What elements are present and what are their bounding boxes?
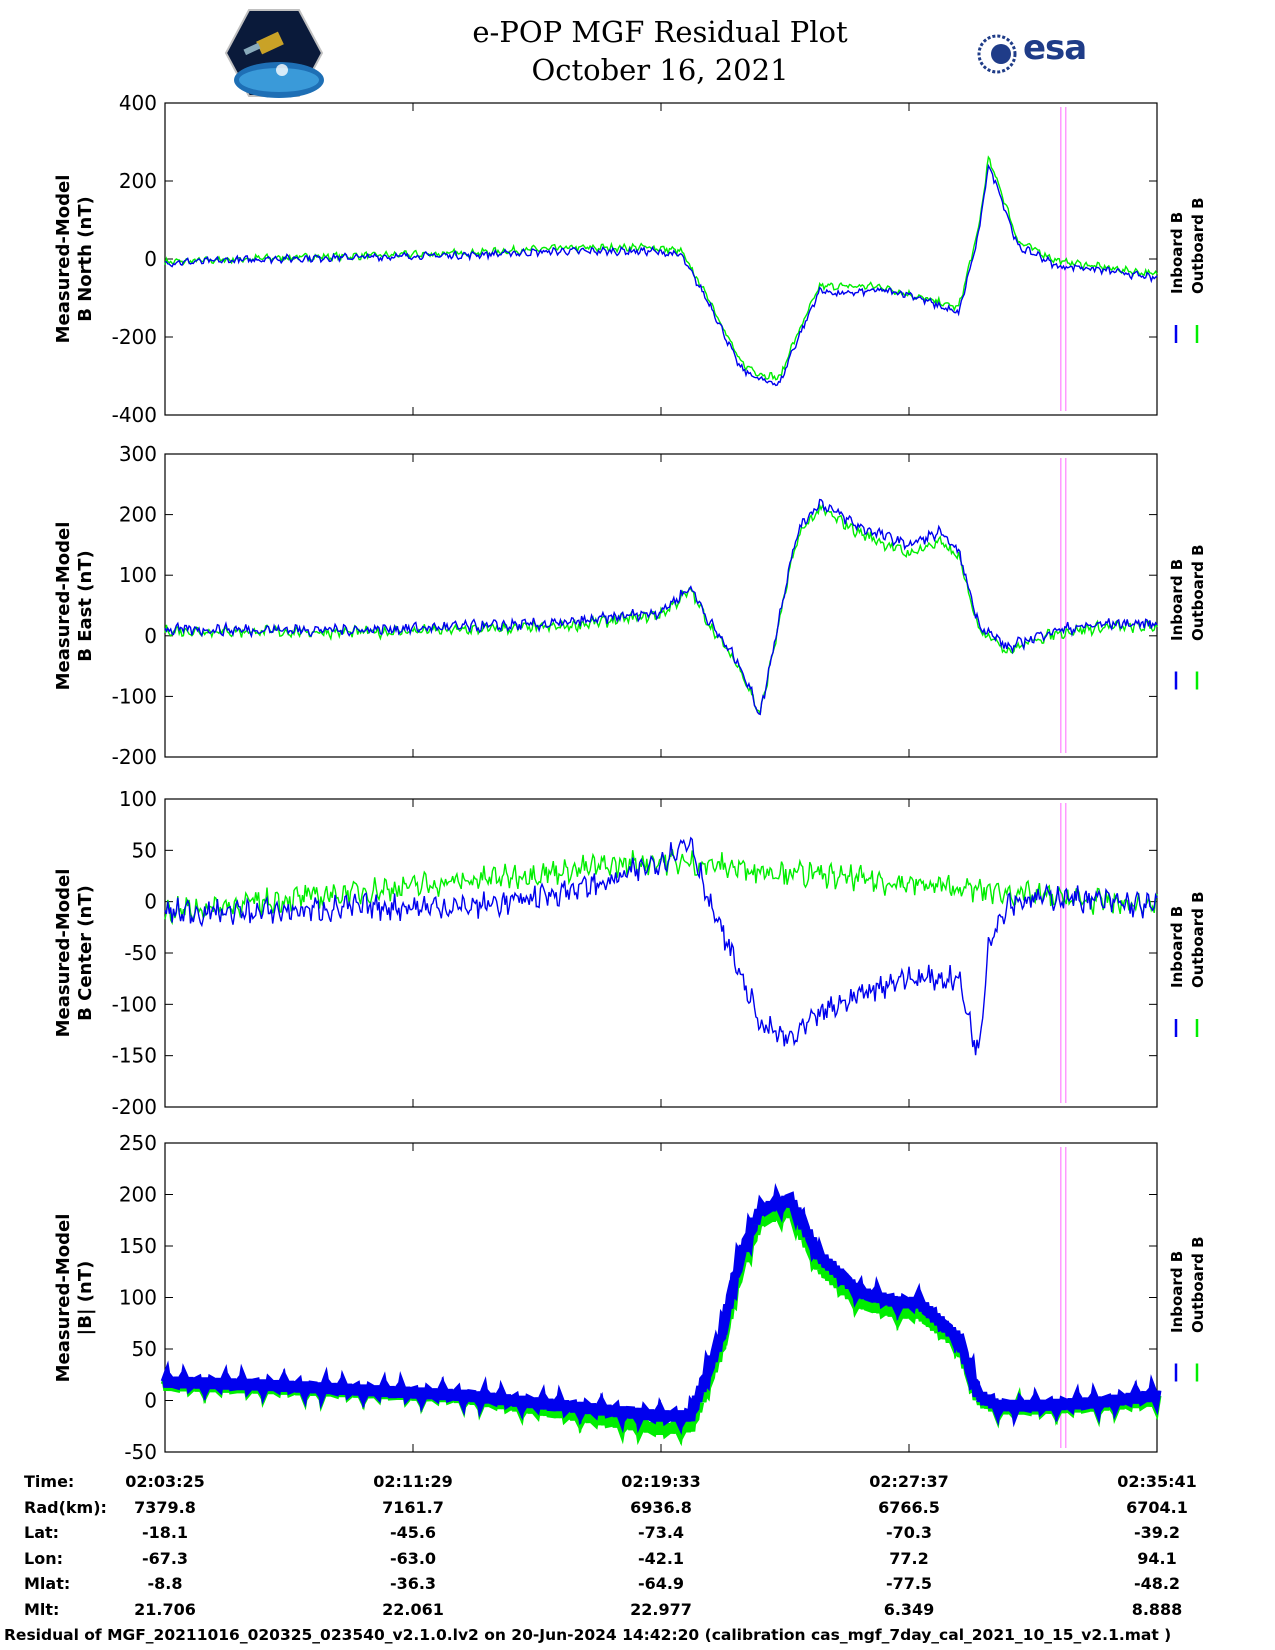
ephemeris-value: 22.061 <box>382 1599 444 1619</box>
y-axis-label-line: Measured-Model <box>53 521 74 690</box>
y-tick-label: 100 <box>119 563 157 587</box>
y-tick-label: 50 <box>132 838 157 862</box>
y-tick-label: -200 <box>112 325 157 349</box>
ephemeris-value: 7161.7 <box>382 1497 444 1517</box>
ephemeris-value: 02:03:25 <box>125 1472 205 1491</box>
y-tick-label: -50 <box>124 941 157 965</box>
ephemeris-value: 02:27:37 <box>869 1472 949 1491</box>
y-tick-label: 200 <box>119 1183 157 1207</box>
ephemeris-value: 7379.8 <box>134 1497 196 1517</box>
ephemeris-value: 22.977 <box>630 1599 692 1619</box>
y-tick-label: -200 <box>112 1095 157 1119</box>
y-tick-label: 400 <box>119 91 157 115</box>
ephemeris-value: -63.0 <box>389 1548 437 1568</box>
inboard-series-line <box>164 836 1158 1056</box>
ephemeris-value: -18.1 <box>141 1523 189 1542</box>
inboard-series-line <box>164 498 1158 716</box>
chart-title-line1: e-POP MGF Residual Plot <box>472 15 848 49</box>
plot-frame <box>164 453 1158 758</box>
ephemeris-value: 02:35:41 <box>1117 1472 1197 1491</box>
ephemeris-value: 94.1 <box>1137 1548 1177 1568</box>
ephemeris-value: -73.4 <box>637 1523 685 1542</box>
footer-caption: Residual of MGF_20211016_020325_023540_v… <box>4 1626 1172 1644</box>
y-axis-label-line: Measured-Model <box>53 1213 74 1382</box>
ephemeris-row-label: Rad(km): <box>24 1497 107 1517</box>
y-tick-label: 250 <box>119 1131 157 1155</box>
y-axis-label-line: B East (nT) <box>75 549 96 662</box>
outboard-legend-label: Outboard B <box>1189 543 1207 641</box>
ephemeris-row-label: Mlt: <box>24 1599 60 1619</box>
inboard-series-line <box>160 1183 1162 1436</box>
chart-title-line2: October 16, 2021 <box>531 53 789 87</box>
outboard-series-line <box>164 155 1158 381</box>
y-tick-label: 200 <box>119 503 157 527</box>
ephemeris-value: 77.2 <box>889 1548 929 1568</box>
outboard-legend-label: Outboard B <box>1189 1235 1207 1333</box>
ephemeris-row-label: Mlat: <box>24 1574 71 1593</box>
y-tick-label: 150 <box>119 1234 157 1258</box>
ephemeris-row-label: Lat: <box>24 1523 60 1542</box>
y-tick-label: -100 <box>112 684 157 708</box>
y-axis-label-line: |B| (nT) <box>75 1260 96 1335</box>
esa-logo <box>975 30 1023 82</box>
y-tick-label: -50 <box>124 1440 157 1464</box>
ephemeris-value: 6766.5 <box>878 1497 940 1517</box>
ephemeris-value: -70.3 <box>885 1523 933 1542</box>
y-axis-label-line: Measured-Model <box>53 174 74 344</box>
inboard-legend-label: Inboard B <box>1168 211 1186 294</box>
y-tick-label: 200 <box>119 169 157 193</box>
inboard-series-line <box>164 163 1158 387</box>
ephemeris-value: -8.8 <box>147 1574 183 1593</box>
cassiope-logo <box>224 8 324 102</box>
ephemeris-value: -36.3 <box>389 1574 437 1593</box>
y-tick-label: 50 <box>132 1337 157 1361</box>
inboard-legend-label: Inboard B <box>1168 1250 1186 1333</box>
y-axis-label-line: Measured-Model <box>53 868 74 1038</box>
y-axis-label: Measured-Model |B| (nT) <box>53 1188 97 1408</box>
ephemeris-row-label: Lon: <box>24 1548 63 1568</box>
ephemeris-value: -45.6 <box>389 1523 437 1542</box>
outboard-series-line <box>164 502 1158 715</box>
y-tick-label: 0 <box>144 890 157 914</box>
y-axis-label: Measured-Model B North (nT) <box>53 149 97 369</box>
y-tick-label: 100 <box>119 787 157 811</box>
plot-frame <box>164 798 1158 1108</box>
inboard-legend-label: Inboard B <box>1168 905 1186 988</box>
ephemeris-value: 8.888 <box>1131 1599 1183 1619</box>
y-tick-label: -150 <box>112 1044 157 1068</box>
y-tick-label: 0 <box>144 1389 157 1413</box>
ephemeris-value: 6704.1 <box>1126 1497 1188 1517</box>
outboard-legend-label: Outboard B <box>1189 891 1207 988</box>
ephemeris-value: -77.5 <box>885 1574 933 1593</box>
ephemeris-value: -67.3 <box>141 1548 189 1568</box>
ephemeris-value: 02:11:29 <box>373 1472 453 1491</box>
inboard-legend-label: Inboard B <box>1168 558 1186 641</box>
ephemeris-value: 6936.8 <box>630 1497 692 1517</box>
y-tick-label: 0 <box>144 247 157 271</box>
y-tick-label: 100 <box>119 1286 157 1310</box>
y-tick-label: -100 <box>112 992 157 1016</box>
ephemeris-value: 02:19:33 <box>621 1472 701 1491</box>
ephemeris-row-label: Time: <box>24 1472 75 1491</box>
ephemeris-value: -64.9 <box>637 1574 685 1593</box>
y-axis-label-line: B Center (nT) <box>75 885 96 1021</box>
ephemeris-value: -48.2 <box>1133 1574 1181 1593</box>
ephemeris-value: 6.349 <box>883 1599 935 1619</box>
y-axis-label: Measured-Model B East (nT) <box>53 496 97 716</box>
y-tick-label: -200 <box>112 745 157 769</box>
y-tick-label: 0 <box>144 624 157 648</box>
y-axis-label-line: B North (nT) <box>75 196 96 322</box>
y-axis-label: Measured-Model B Center (nT) <box>53 843 97 1063</box>
ephemeris-value: -42.1 <box>637 1548 685 1568</box>
y-tick-label: 300 <box>119 442 157 466</box>
outboard-legend-label: Outboard B <box>1189 197 1207 294</box>
y-tick-label: -400 <box>112 403 157 427</box>
ephemeris-value: -39.2 <box>1133 1523 1181 1542</box>
ephemeris-value: 21.706 <box>134 1599 196 1619</box>
esa-logo-text: esa <box>1023 28 1087 68</box>
